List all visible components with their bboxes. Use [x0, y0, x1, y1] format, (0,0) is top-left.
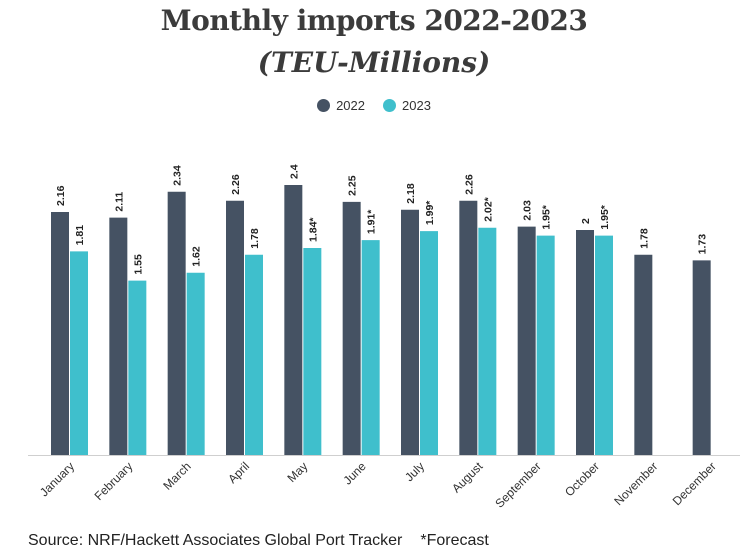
- bar-2023-august: [478, 227, 497, 455]
- bar-2023-october: [595, 235, 613, 455]
- legend-swatch-2023: [383, 99, 396, 112]
- data-label-2022-august: 2.26: [463, 174, 475, 195]
- legend-label-2023: 2023: [402, 98, 431, 113]
- bar-2022-december: [692, 260, 711, 455]
- x-tick-label-april: April: [225, 459, 252, 486]
- bar-2022-february: [109, 217, 128, 455]
- bar-2023-february: [128, 280, 147, 455]
- x-tick-label-september: September: [492, 459, 543, 510]
- data-label-2023-february: 1.55: [132, 254, 144, 275]
- data-label-2022-september: 2.03: [522, 200, 534, 221]
- data-label-2023-may: 1.84*: [307, 217, 319, 242]
- legend-item-2023: 2023: [383, 98, 431, 113]
- data-label-2023-march: 1.62: [191, 246, 203, 267]
- data-label-2023-april: 1.78: [249, 228, 261, 249]
- bar-2023-april: [245, 254, 263, 455]
- bar-2022-january: [51, 212, 69, 455]
- x-tick-label-november: November: [611, 459, 660, 508]
- bar-2022-march: [167, 191, 186, 455]
- bar-2022-may: [284, 185, 303, 455]
- x-tick-label-july: July: [402, 459, 427, 484]
- data-label-2023-july: 1.99*: [424, 200, 436, 225]
- x-tick-label-october: October: [562, 459, 602, 499]
- bar-2023-june: [361, 240, 380, 455]
- source-footer: Source: NRF/Hackett Associates Global Po…: [28, 532, 489, 550]
- bar-2022-july: [401, 209, 419, 455]
- data-label-2022-november: 1.78: [638, 228, 650, 249]
- data-label-2023-august: 2.02*: [482, 196, 494, 221]
- bar-chart: 2.16 1.81 January 2.11 1.55 February 2.34 1.62 M…: [28, 164, 740, 511]
- bar-2023-september: [536, 235, 555, 455]
- source-text: Source: NRF/Hackett Associates Global Po…: [28, 532, 403, 549]
- legend-label-2022: 2022: [336, 98, 365, 113]
- data-label-2023-september: 1.95*: [541, 204, 553, 229]
- bar-2022-november: [634, 254, 653, 455]
- bar-2023-july: [420, 231, 438, 455]
- bar-2022-august: [459, 200, 478, 455]
- bar-2022-september: [517, 226, 536, 455]
- bar-2023-march: [186, 272, 205, 455]
- data-label-2022-january: 2.16: [55, 185, 67, 206]
- data-label-2022-may: 2.4: [288, 164, 300, 179]
- x-tick-label-august: August: [449, 459, 486, 496]
- data-label-2022-march: 2.34: [172, 165, 184, 186]
- bar-2023-may: [303, 248, 322, 455]
- x-tick-label-may: May: [285, 459, 311, 485]
- x-tick-label-february: February: [92, 459, 136, 503]
- bar-2022-june: [342, 201, 361, 455]
- chart-title: Monthly imports 2022-2023: [160, 4, 588, 37]
- bar-2023-january: [70, 251, 88, 455]
- data-label-2022-december: 1.73: [697, 234, 709, 255]
- data-label-2022-april: 2.26: [230, 174, 242, 195]
- x-tick-label-december: December: [670, 459, 719, 508]
- data-label-2022-february: 2.11: [113, 192, 125, 212]
- chart-subtitle: (TEU-Millions): [257, 46, 491, 79]
- bar-2022-october: [576, 230, 594, 455]
- data-label-2022-october: 2: [580, 218, 592, 224]
- x-tick-label-march: March: [160, 459, 193, 492]
- data-label-2022-june: 2.25: [347, 175, 359, 196]
- legend-item-2022: 2022: [317, 98, 365, 113]
- x-tick-label-june: June: [340, 459, 369, 488]
- data-label-2023-january: 1.81: [74, 225, 86, 246]
- legend-swatch-2022: [317, 99, 331, 112]
- bar-2022-april: [226, 200, 244, 455]
- data-label-2023-june: 1.91*: [366, 209, 378, 234]
- forecast-note: *Forecast: [420, 532, 489, 549]
- legend: 2022 2023: [0, 98, 748, 113]
- x-tick-label-january: January: [37, 459, 77, 499]
- data-label-2023-october: 1.95*: [599, 204, 611, 229]
- data-label-2022-july: 2.18: [405, 183, 417, 204]
